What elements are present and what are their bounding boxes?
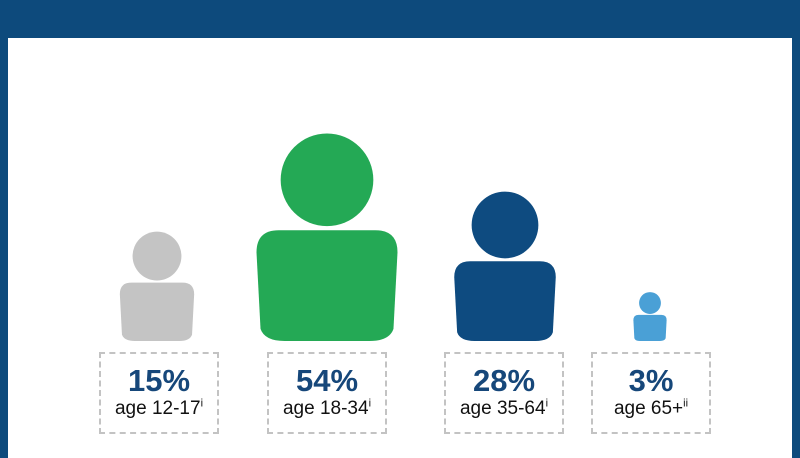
label-box-35-64: 28% age 35-64i bbox=[444, 352, 564, 434]
age-label-text: age 65+ bbox=[613, 398, 684, 419]
person-body-age-35-64 bbox=[454, 261, 556, 341]
person-body-age-65- bbox=[633, 314, 667, 341]
person-body-age-12-17 bbox=[119, 282, 195, 341]
label-box-18-34: 54% age 18-34i bbox=[267, 352, 387, 434]
person-head-age-12-17 bbox=[132, 231, 182, 281]
age-label: age 65+ii bbox=[593, 398, 709, 420]
age-label: age 18-34i bbox=[269, 398, 385, 420]
percent-label: 15% bbox=[127, 363, 191, 398]
footnote-mark: i bbox=[545, 397, 549, 410]
age-label: age 35-64i bbox=[446, 398, 562, 420]
person-body-age-18-34 bbox=[256, 230, 398, 341]
label-box-65-plus: 3% age 65+ii bbox=[591, 352, 711, 434]
age-label-text: age 12-17 bbox=[114, 398, 201, 419]
person-head-age-65- bbox=[639, 292, 661, 314]
person-head-age-35-64 bbox=[471, 191, 539, 259]
footnote-mark: i bbox=[200, 397, 204, 410]
footnote-mark: i bbox=[368, 397, 372, 410]
age-label-text: age 18-34 bbox=[282, 398, 369, 419]
footnote-mark: ii bbox=[683, 397, 689, 410]
percent-label: 3% bbox=[628, 363, 674, 398]
label-box-12-17: 15% age 12-17i bbox=[99, 352, 219, 434]
age-label-text: age 35-64 bbox=[459, 398, 546, 419]
person-head-age-18-34 bbox=[280, 133, 374, 227]
age-label: age 12-17i bbox=[101, 398, 217, 420]
percent-label: 54% bbox=[295, 363, 359, 398]
percent-label: 28% bbox=[472, 363, 536, 398]
